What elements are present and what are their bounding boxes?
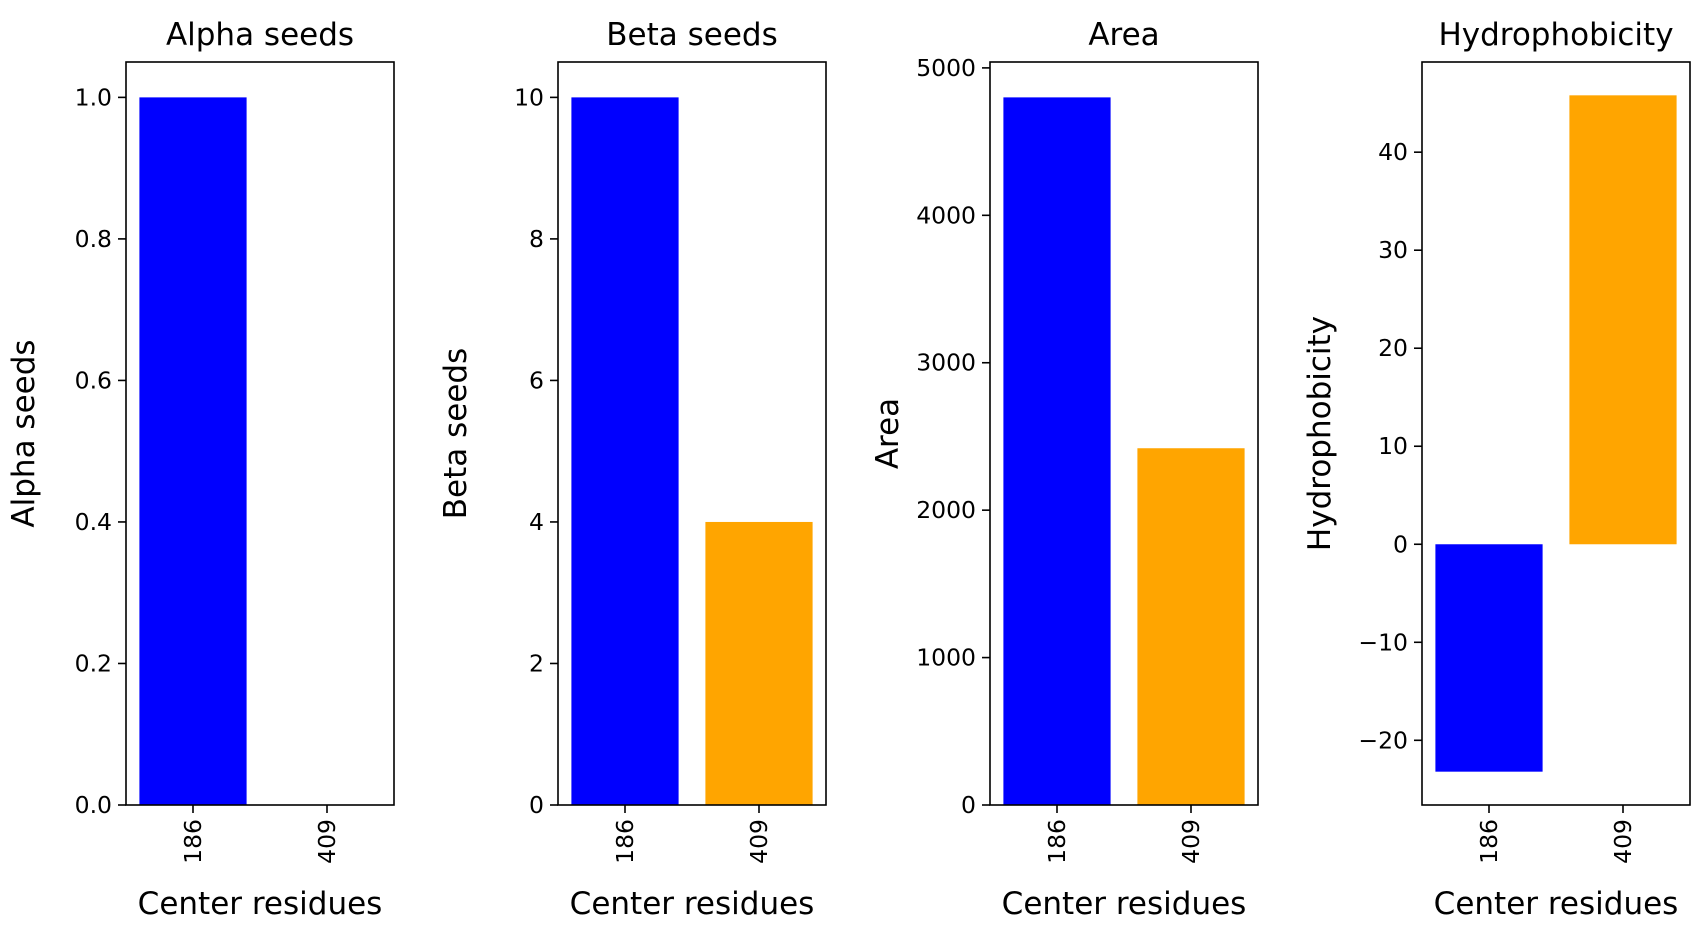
y-tick-label: 0.2 bbox=[75, 649, 112, 677]
panel-title: Hydrophobicity bbox=[1438, 17, 1673, 53]
y-tick-label: 1.0 bbox=[75, 83, 112, 111]
y-axis-label: Alpha seeds bbox=[6, 339, 42, 527]
x-tick-label: 186 bbox=[179, 819, 207, 864]
panel-hydrophobicity: Hydrophobicity Center residues Hydrophob… bbox=[1302, 17, 1691, 922]
x-axis-label: Center residues bbox=[1434, 886, 1679, 922]
chart-marks: 0 2 4 6 8 10 186 409 bbox=[514, 83, 813, 864]
y-tick-label: 8 bbox=[529, 225, 544, 253]
panel-beta-seeds: Beta seeds Center residues Beta seeds 0 2… bbox=[438, 17, 827, 922]
y-tick-label: 2 bbox=[529, 649, 544, 677]
bar-409 bbox=[705, 521, 813, 805]
y-tick-label: −10 bbox=[1358, 628, 1408, 656]
y-tick-label: 30 bbox=[1378, 236, 1408, 264]
y-tick-label: 40 bbox=[1378, 138, 1408, 166]
chart-marks: 0.0 0.2 0.4 0.6 0.8 1.0 186 409 bbox=[75, 83, 341, 863]
y-tick-label: 2000 bbox=[916, 496, 976, 524]
x-tick-label: 409 bbox=[1177, 819, 1205, 864]
x-tick-label: 186 bbox=[1043, 819, 1071, 864]
y-tick-label: 5000 bbox=[916, 54, 976, 82]
x-tick-label: 409 bbox=[745, 819, 773, 864]
y-tick-label: 0.6 bbox=[75, 366, 112, 394]
axes-frame bbox=[557, 61, 827, 806]
panel-title: Area bbox=[1088, 17, 1159, 53]
panel-area: Area Center residues Area 0 1000 2000 3000 4… bbox=[870, 17, 1259, 922]
y-tick-label: 20 bbox=[1378, 334, 1408, 362]
y-tick-label: 0.0 bbox=[75, 791, 112, 819]
y-tick-label: 1000 bbox=[916, 644, 976, 672]
axes-frame bbox=[1421, 61, 1691, 806]
x-axis-label: Center residues bbox=[1002, 886, 1247, 922]
chart-marks: −20 −10 0 10 20 30 40 186 409 bbox=[1358, 95, 1677, 864]
x-axis-label: Center residues bbox=[138, 886, 383, 922]
bar-186 bbox=[1003, 97, 1111, 805]
bar-186 bbox=[571, 97, 679, 805]
x-tick-label: 186 bbox=[1475, 819, 1503, 864]
y-tick-label: −20 bbox=[1358, 726, 1408, 754]
y-tick-label: 10 bbox=[1378, 432, 1408, 460]
y-axis-label: Area bbox=[870, 398, 906, 469]
y-tick-label: 0 bbox=[529, 791, 544, 819]
y-tick-label: 0 bbox=[1393, 530, 1408, 558]
panel-alpha-seeds: Alpha seeds Center residues Alpha seeds … bbox=[6, 17, 395, 922]
x-tick-label: 409 bbox=[313, 819, 341, 864]
y-tick-label: 0.8 bbox=[75, 225, 112, 253]
panel-title: Beta seeds bbox=[606, 17, 777, 53]
y-axis-label: Hydrophobicity bbox=[1302, 316, 1338, 551]
x-tick-label: 409 bbox=[1609, 819, 1637, 864]
y-axis-label: Beta seeds bbox=[438, 348, 474, 519]
y-tick-label: 0 bbox=[961, 791, 976, 819]
bar-186 bbox=[139, 97, 247, 805]
axes-frame bbox=[125, 61, 395, 806]
axes-frame bbox=[989, 61, 1259, 806]
y-tick-label: 4 bbox=[529, 508, 544, 536]
x-tick-label: 186 bbox=[611, 819, 639, 864]
chart-marks: 0 1000 2000 3000 4000 5000 186 409 bbox=[916, 54, 1245, 864]
bar-186 bbox=[1435, 544, 1543, 772]
y-tick-label: 10 bbox=[514, 83, 544, 111]
bar-409 bbox=[1569, 95, 1677, 545]
x-axis-label: Center residues bbox=[570, 886, 815, 922]
panel-title: Alpha seeds bbox=[166, 17, 354, 53]
bar-409 bbox=[1137, 448, 1245, 805]
y-tick-label: 0.4 bbox=[75, 508, 112, 536]
y-tick-label: 3000 bbox=[916, 349, 976, 377]
y-tick-label: 6 bbox=[529, 366, 544, 394]
y-tick-label: 4000 bbox=[916, 201, 976, 229]
